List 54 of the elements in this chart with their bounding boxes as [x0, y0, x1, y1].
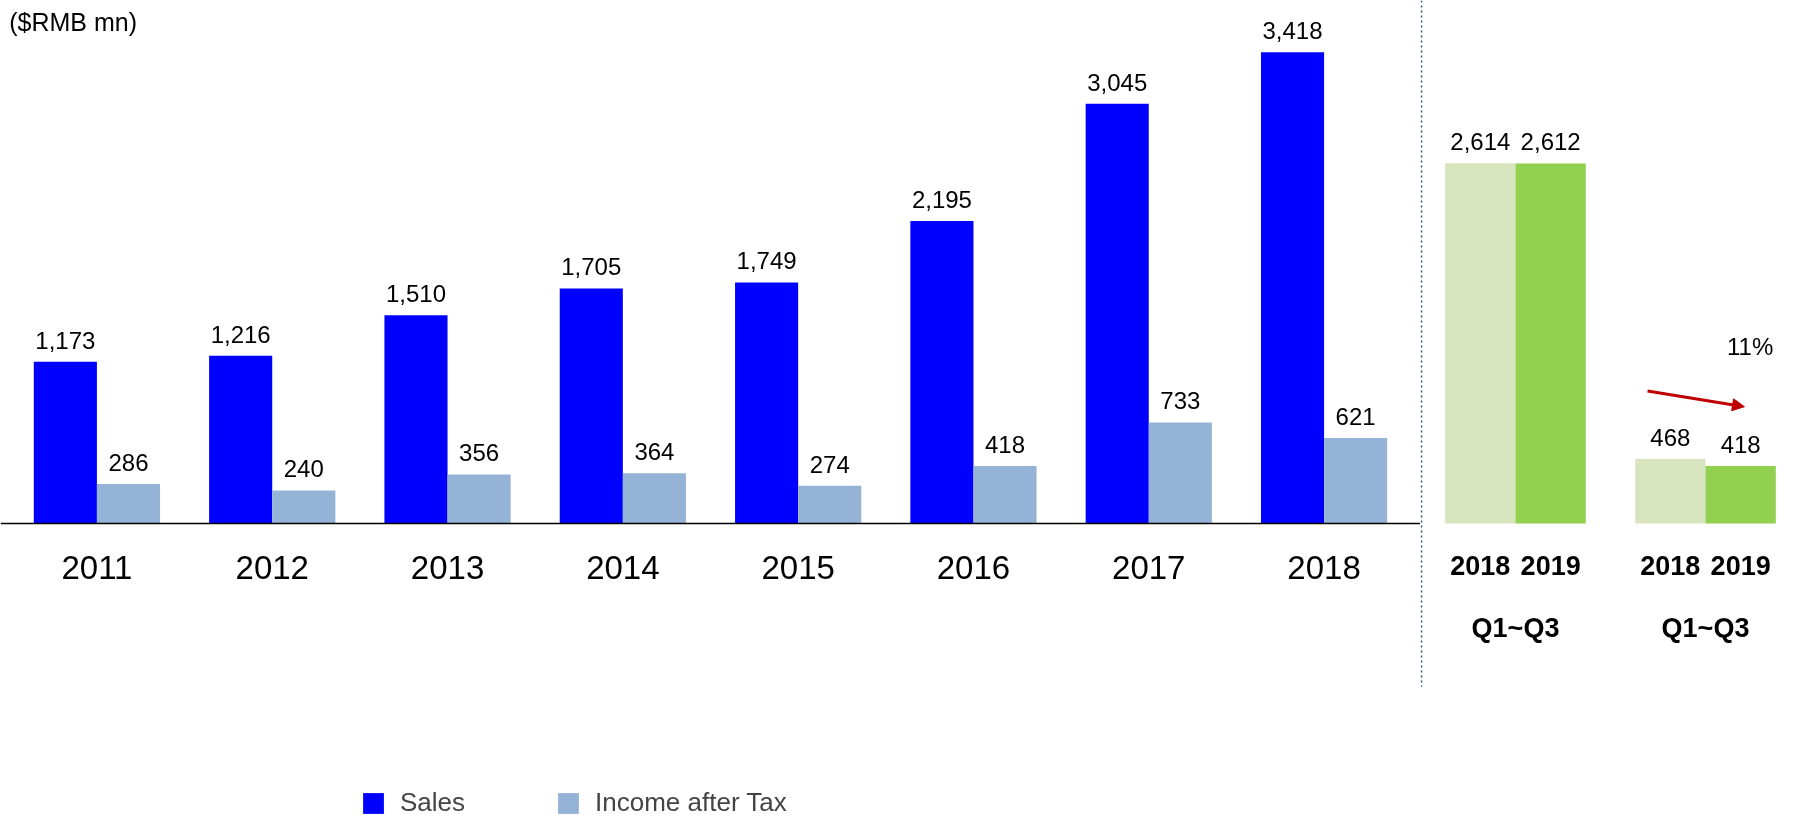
bar — [559, 288, 623, 524]
bar — [96, 484, 161, 524]
bar — [622, 473, 686, 524]
data-label: 418 — [985, 430, 1026, 458]
bar — [1148, 422, 1212, 524]
x-tick-label: 2012 — [235, 549, 309, 587]
data-label: 1,173 — [35, 326, 96, 354]
text: Q1~Q3 — [1661, 612, 1750, 643]
data-label: 3,418 — [1262, 17, 1323, 45]
bar — [209, 355, 273, 524]
bar — [384, 315, 448, 524]
bar — [272, 490, 336, 524]
data-label: 2,612 — [1520, 128, 1581, 156]
data-label: 356 — [459, 439, 500, 467]
data-label: 2,195 — [911, 185, 972, 213]
x-tick-label: 2019 — [1710, 551, 1771, 582]
chart-title: ($RMB mn) — [9, 8, 138, 37]
bar — [1085, 103, 1149, 524]
x-tick-label: 2014 — [586, 549, 660, 587]
x-tick-label: 2017 — [1112, 549, 1186, 587]
x-tick-label: 2015 — [761, 549, 835, 587]
data-label: 418 — [1720, 430, 1761, 458]
data-label: 1,749 — [736, 247, 797, 275]
data-label: 3,045 — [1087, 68, 1148, 96]
x-tick-label: 2018 — [1640, 551, 1701, 582]
bar — [735, 282, 799, 524]
bar — [910, 220, 974, 524]
data-label: 733 — [1160, 387, 1201, 415]
data-label: 286 — [108, 449, 149, 476]
x-tick-label: 2019 — [1520, 551, 1581, 582]
bar — [33, 361, 97, 524]
data-label: 274 — [809, 450, 850, 478]
bar — [973, 465, 1037, 524]
x-tick-label: 2016 — [936, 549, 1011, 587]
data-label: 468 — [1650, 423, 1691, 451]
data-label: 1,705 — [561, 253, 622, 281]
bar — [1260, 52, 1325, 524]
x-tick-label: 2013 — [410, 549, 485, 587]
data-label: 240 — [283, 455, 324, 483]
x-tick-label: 2011 — [61, 549, 133, 587]
legend-label: Income after Tax — [595, 787, 787, 818]
bar — [798, 485, 862, 524]
data-label: 364 — [634, 438, 675, 466]
bar — [1324, 437, 1388, 524]
annotation: 11% — [1727, 332, 1774, 360]
x-tick-label: 2018 — [1450, 551, 1511, 582]
data-label: 621 — [1335, 402, 1376, 430]
bar — [447, 474, 511, 524]
text: Q1~Q3 — [1471, 612, 1560, 643]
data-label: 1,510 — [385, 280, 447, 308]
legend-label: Sales — [400, 787, 466, 818]
x-tick-label: 2018 — [1287, 549, 1361, 587]
data-label: 1,216 — [210, 320, 271, 348]
data-label: 2,614 — [1450, 128, 1511, 156]
